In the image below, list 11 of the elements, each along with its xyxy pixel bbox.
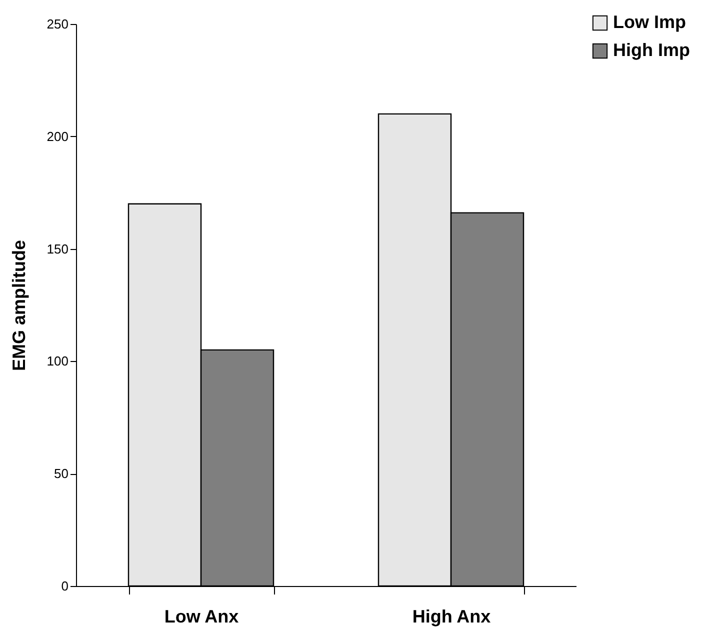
legend-label: Low Imp <box>613 12 686 32</box>
y-tick-label: 0 <box>61 578 68 594</box>
x-tick-label: High Anx <box>412 606 491 626</box>
y-tick-label: 250 <box>46 16 68 32</box>
y-tick-label: 200 <box>46 128 68 144</box>
legend-label: High Imp <box>613 40 690 60</box>
x-tick-label: Low Anx <box>164 606 239 626</box>
y-tick-label: 100 <box>46 354 68 369</box>
y-axis-title: EMG amplitude <box>8 240 29 372</box>
y-tick-label: 150 <box>46 241 68 256</box>
y-tick-label: 50 <box>54 466 68 482</box>
